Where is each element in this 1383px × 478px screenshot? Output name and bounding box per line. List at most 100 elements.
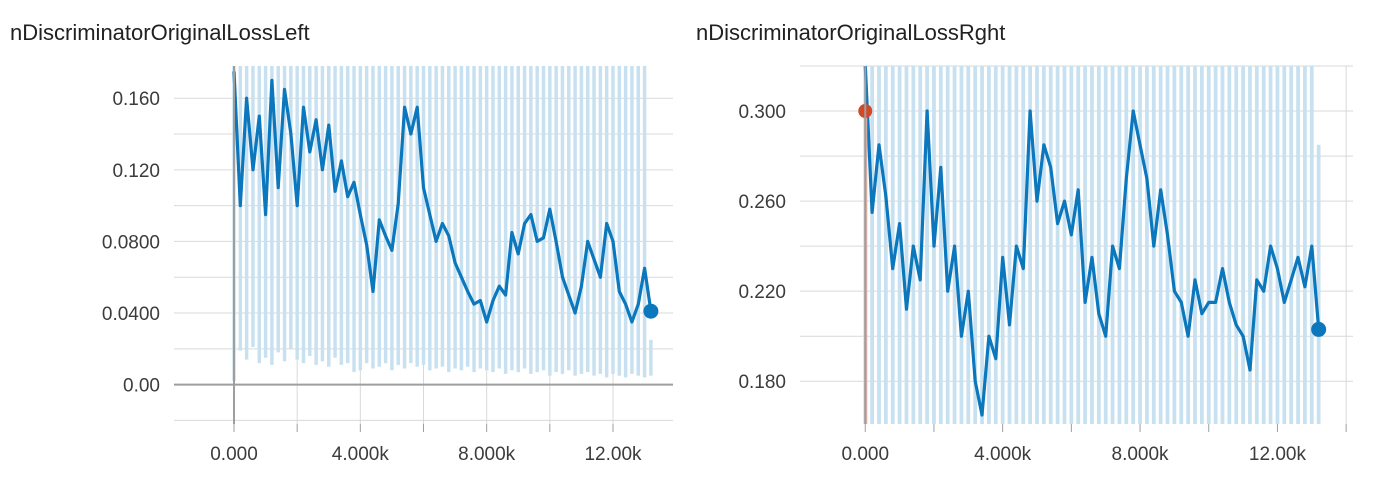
band-bar	[567, 66, 571, 371]
chart-right[interactable]: 0.000 4.000k 8.000k 12.00k 0.180 0.220 0.260 0.…	[690, 0, 1383, 478]
band-bar	[1316, 144, 1321, 424]
band-bar	[1007, 66, 1012, 424]
band-bar	[1124, 66, 1129, 424]
band-bar	[465, 66, 470, 367]
band-bar	[1275, 66, 1280, 424]
band-bar	[491, 66, 495, 373]
endpoint-marker	[643, 303, 659, 319]
y-tick-label: 0.160	[112, 89, 160, 110]
band-bar	[897, 66, 902, 424]
band-bar	[276, 66, 280, 353]
x-tick-label: 4.000k	[332, 444, 390, 465]
band-bar	[1172, 66, 1177, 424]
chart-panel-left: nDiscriminatorOriginalLossLeft 0.000 4.00…	[0, 0, 690, 478]
band-bar	[345, 66, 350, 364]
band-bar	[295, 66, 299, 360]
band-bar	[244, 66, 249, 360]
band-bar	[1248, 66, 1252, 424]
band-bar	[1220, 66, 1225, 424]
series-line	[863, 66, 1321, 417]
band-bar	[1261, 66, 1266, 424]
band-bar	[301, 66, 306, 364]
band-bar	[339, 66, 344, 365]
band-bar	[383, 66, 388, 364]
plot-area	[863, 66, 1321, 424]
band-bar	[585, 66, 590, 373]
band-bar	[516, 66, 520, 373]
band-bar	[1179, 66, 1184, 424]
x-tick-label: 8.000k	[1112, 444, 1170, 465]
band-bar	[877, 66, 881, 424]
chart-title: nDiscriminatorOriginalLossRght	[696, 20, 1006, 45]
band-bar	[870, 66, 875, 424]
y-tick-label: 0.00	[123, 376, 160, 397]
band-bar	[541, 66, 546, 371]
band-bar	[904, 66, 909, 424]
band-bar	[434, 66, 438, 369]
x-tick-label: 0.000	[210, 444, 258, 465]
band-bar	[592, 66, 596, 376]
band-bar	[548, 66, 552, 376]
x-tick-label: 8.000k	[458, 444, 516, 465]
band-bar	[1234, 66, 1239, 424]
y-tick-label: 0.120	[112, 161, 160, 182]
band-bar	[1193, 66, 1197, 424]
band-bar	[611, 66, 615, 374]
band-bar	[535, 66, 539, 373]
band-bar	[554, 66, 558, 373]
band-bar	[409, 66, 413, 364]
band-bar	[642, 66, 647, 378]
band-bar	[503, 66, 508, 374]
band-bar	[883, 66, 888, 424]
band-bar	[1090, 66, 1094, 424]
band-bar	[623, 66, 628, 378]
band-bar	[257, 66, 262, 364]
band-bar	[1069, 66, 1074, 424]
band-bar	[579, 66, 584, 374]
band-bar	[1282, 66, 1287, 424]
band-bar	[352, 66, 356, 373]
band-bar	[959, 66, 964, 424]
band-bar	[945, 66, 950, 424]
band-bar	[1041, 66, 1046, 424]
band-bar	[421, 66, 426, 365]
band-bar	[327, 66, 331, 367]
chart-title: nDiscriminatorOriginalLossLeft	[10, 20, 310, 45]
band-bar	[282, 66, 287, 362]
chart-left[interactable]: 0.000 4.000k 8.000k 12.00k 0.00 0.0400 0.0800 0…	[0, 0, 690, 478]
band-bar	[1138, 66, 1142, 424]
band-bar	[617, 66, 622, 376]
band-bar	[987, 66, 991, 424]
band-bar	[1158, 66, 1163, 424]
band-bar	[980, 66, 984, 424]
band-bar	[238, 66, 243, 351]
series-band	[863, 66, 1321, 424]
y-tick-label: 0.180	[738, 372, 786, 393]
band-bar	[1117, 66, 1122, 424]
series-line	[232, 71, 653, 324]
x-tick-label: 12.00k	[1249, 444, 1307, 465]
band-bar	[459, 66, 464, 371]
band-bar	[402, 66, 407, 369]
band-bar	[390, 66, 394, 371]
band-bar	[973, 66, 978, 424]
band-bar	[377, 66, 382, 367]
plot-area	[232, 66, 653, 382]
band-bar	[1035, 66, 1039, 424]
band-bar	[510, 66, 514, 371]
band-bar	[1254, 66, 1259, 424]
band-bar	[573, 66, 577, 376]
band-bar	[1096, 66, 1101, 424]
band-bar	[478, 66, 483, 369]
y-tick-label: 0.300	[738, 102, 786, 123]
band-bar	[649, 339, 653, 376]
band-bar	[415, 66, 419, 367]
band-bar	[925, 66, 929, 424]
band-bar	[453, 66, 457, 369]
band-bar	[497, 66, 502, 369]
y-tick-label: 0.0800	[102, 232, 160, 253]
band-bar	[1028, 66, 1033, 424]
band-bar	[1055, 66, 1060, 424]
band-bar	[1076, 66, 1081, 424]
band-bar	[314, 66, 318, 365]
